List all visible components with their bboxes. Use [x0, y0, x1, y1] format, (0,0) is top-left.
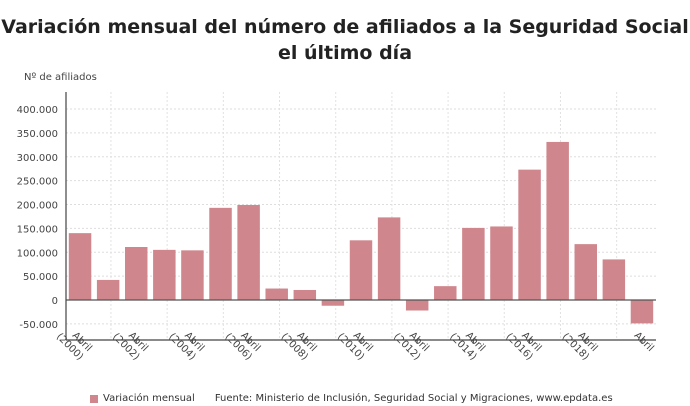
legend-swatch	[90, 394, 98, 403]
x-tick-label: Abril(2000)	[54, 323, 94, 363]
bar	[546, 141, 569, 300]
y-tick-label: 150.000	[17, 224, 58, 235]
x-tick-label: Abril(2008)	[279, 323, 319, 363]
source-note: Fuente: Ministerio de Inclusión, Segurid…	[214, 393, 613, 404]
y-axis-label: Nº de afiliados	[24, 72, 97, 83]
x-tick-label: Abril(2012)	[391, 323, 431, 363]
bar	[265, 288, 288, 300]
bar	[490, 226, 513, 300]
y-tick-label: 350.000	[17, 129, 58, 140]
bar	[349, 240, 373, 300]
x-tick-label: Abril(2016)	[503, 323, 543, 363]
x-tick-label: Abril(2014)	[447, 323, 487, 363]
bar	[377, 217, 401, 300]
bar	[462, 227, 485, 300]
y-tick-label: 300.000	[17, 153, 58, 164]
bar	[125, 246, 148, 300]
bar	[237, 204, 260, 300]
x-tick-label: Abril(2010)	[335, 323, 375, 363]
bar	[153, 249, 176, 300]
x-tick-label: Abril	[632, 330, 656, 354]
y-tick-label: 250.000	[17, 177, 58, 188]
bar	[518, 169, 541, 300]
bar	[68, 233, 92, 300]
legend-label: Variación mensual	[103, 393, 195, 404]
y-tick-label: 200.000	[17, 201, 58, 212]
bar	[209, 207, 232, 300]
bar	[293, 289, 317, 300]
x-tick-label: Abril(2004)	[166, 323, 206, 363]
y-tick-label: 100.000	[17, 248, 58, 259]
chart-title: Variación mensual del número de afiliado…	[1, 16, 689, 64]
y-tick-label: -50.000	[19, 320, 58, 331]
bar	[405, 300, 429, 311]
y-tick-label: 400.000	[17, 105, 58, 116]
bar	[96, 279, 120, 300]
x-tick-label: Abril(2002)	[110, 323, 150, 363]
y-tick-label: 50.000	[23, 272, 58, 283]
bar	[181, 250, 204, 300]
bar	[630, 300, 654, 324]
bar	[574, 244, 597, 300]
x-tick-label: Abril(2006)	[222, 323, 262, 363]
x-tick-label: Abril(2018)	[560, 323, 600, 363]
bar	[602, 259, 626, 300]
bar	[321, 300, 345, 306]
legend: Variación mensual Fuente: Ministerio de …	[90, 393, 613, 404]
y-tick-label: 0	[52, 296, 58, 307]
bar	[434, 286, 457, 300]
